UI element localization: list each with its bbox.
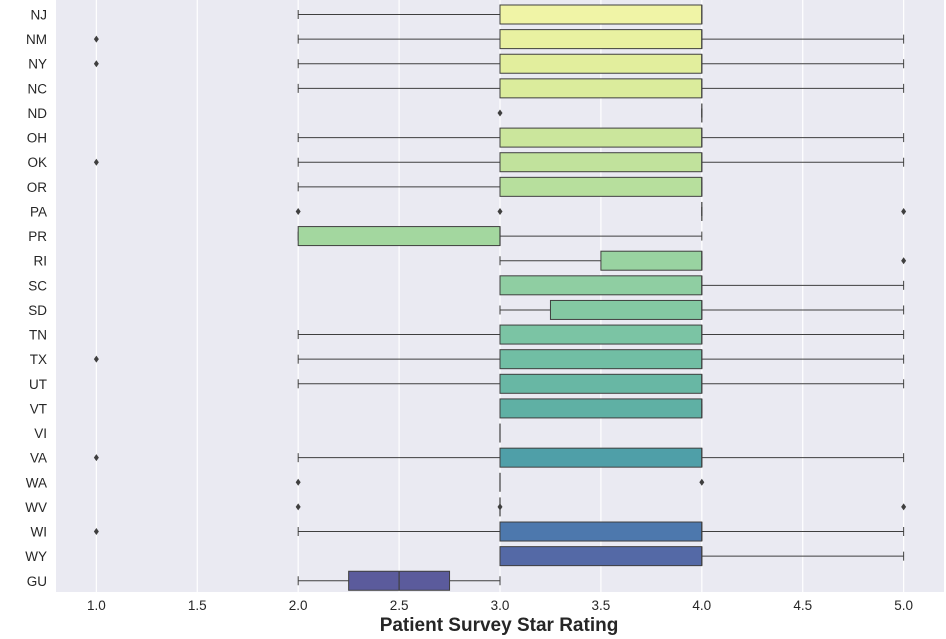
outlier-point (295, 503, 301, 511)
outlier-point (295, 478, 301, 486)
x-tick-label: 2.5 (390, 598, 409, 613)
box-sd (499, 299, 905, 320)
box-iqr (499, 4, 703, 25)
x-tick-label: 1.5 (188, 598, 207, 613)
y-tick-label: NM (26, 32, 47, 47)
y-tick-label: VI (34, 426, 47, 441)
x-tick-label: 4.5 (793, 598, 812, 613)
y-tick-label: SD (28, 303, 47, 318)
box-ny (93, 53, 905, 74)
y-tick-label: WY (25, 549, 47, 564)
y-tick-label: OH (27, 131, 47, 146)
box-iqr (499, 176, 703, 197)
box-tx (93, 349, 905, 370)
box-oh (297, 127, 905, 148)
outlier-point (901, 207, 907, 215)
x-tick-label: 4.0 (692, 598, 711, 613)
box-iqr (600, 250, 703, 271)
box-iqr (549, 299, 703, 320)
y-tick-label: WI (31, 525, 48, 540)
y-tick-label: ND (28, 106, 48, 121)
y-tick-label: RI (34, 254, 48, 269)
y-tick-label: NY (28, 57, 47, 72)
box-ut (297, 373, 905, 394)
box-iqr (499, 349, 703, 370)
y-tick-label: SC (28, 278, 47, 293)
box-iqr (499, 546, 703, 567)
box-wv (295, 497, 907, 517)
box-wi (93, 521, 905, 542)
y-tick-label: GU (27, 574, 47, 589)
outlier-point (699, 478, 705, 486)
box-iqr (297, 226, 501, 247)
outlier-point (93, 60, 99, 68)
outlier-point (497, 503, 503, 511)
y-tick-label: NC (28, 81, 48, 96)
box-wa (295, 472, 705, 492)
box-or (297, 176, 703, 197)
x-tick-label: 5.0 (894, 598, 913, 613)
box-gu (297, 570, 501, 591)
y-tick-label: TX (30, 352, 47, 367)
y-tick-label: OK (27, 155, 47, 170)
x-axis-title: Patient Survey Star Rating (380, 615, 619, 636)
box-nm (93, 29, 905, 50)
box-series (93, 4, 907, 591)
box-iqr (499, 152, 703, 173)
y-tick-label: VA (30, 451, 47, 466)
box-iqr (499, 78, 703, 99)
y-tick-label: PA (30, 204, 47, 219)
x-tick-labels: 1.0 1.5 2.0 2.5 3.0 3.5 4.0 4.5 5.0 (87, 598, 913, 613)
y-tick-label: WA (26, 475, 47, 490)
box-pa (295, 201, 907, 221)
outlier-point (295, 207, 301, 215)
x-tick-label: 2.0 (289, 598, 308, 613)
box-ri (499, 250, 907, 271)
box-vt (499, 398, 703, 419)
outlier-point (93, 158, 99, 166)
outlier-point (93, 454, 99, 462)
gridlines (95, 0, 905, 592)
outlier-point (901, 257, 907, 265)
box-wy (499, 546, 905, 567)
outlier-point (497, 207, 503, 215)
outlier-point (93, 35, 99, 43)
box-pr (297, 226, 703, 247)
box-nd (497, 103, 703, 123)
box-sc (499, 275, 905, 296)
box-iqr (499, 324, 703, 345)
outlier-point (93, 355, 99, 363)
box-iqr (499, 373, 703, 394)
box-iqr (499, 521, 703, 542)
outlier-point (93, 528, 99, 536)
box-iqr (499, 398, 703, 419)
y-tick-label: TN (29, 328, 47, 343)
outlier-point (497, 109, 503, 117)
x-tick-label: 1.0 (87, 598, 106, 613)
box-ok (93, 152, 905, 173)
x-tick-label: 3.0 (491, 598, 510, 613)
box-iqr (499, 127, 703, 148)
x-tick-label: 3.5 (592, 598, 611, 613)
y-tick-label: VT (30, 401, 47, 416)
box-iqr (499, 275, 703, 296)
box-va (93, 447, 905, 468)
y-tick-label: NJ (31, 8, 48, 23)
y-tick-label: OR (27, 180, 48, 195)
box-iqr (499, 29, 703, 50)
box-tn (297, 324, 905, 345)
y-tick-labels: NJ NM NY NC ND OH OK OR PA PR RI SC SD TN TX UT VT VI VA WA… (25, 8, 47, 589)
box-iqr (499, 53, 703, 74)
box-nc (297, 78, 905, 99)
box-iqr (499, 447, 703, 468)
y-tick-label: PR (28, 229, 47, 244)
y-tick-label: UT (29, 377, 47, 392)
y-tick-label: WV (25, 500, 47, 515)
box-nj (297, 4, 703, 25)
outlier-point (901, 503, 907, 511)
